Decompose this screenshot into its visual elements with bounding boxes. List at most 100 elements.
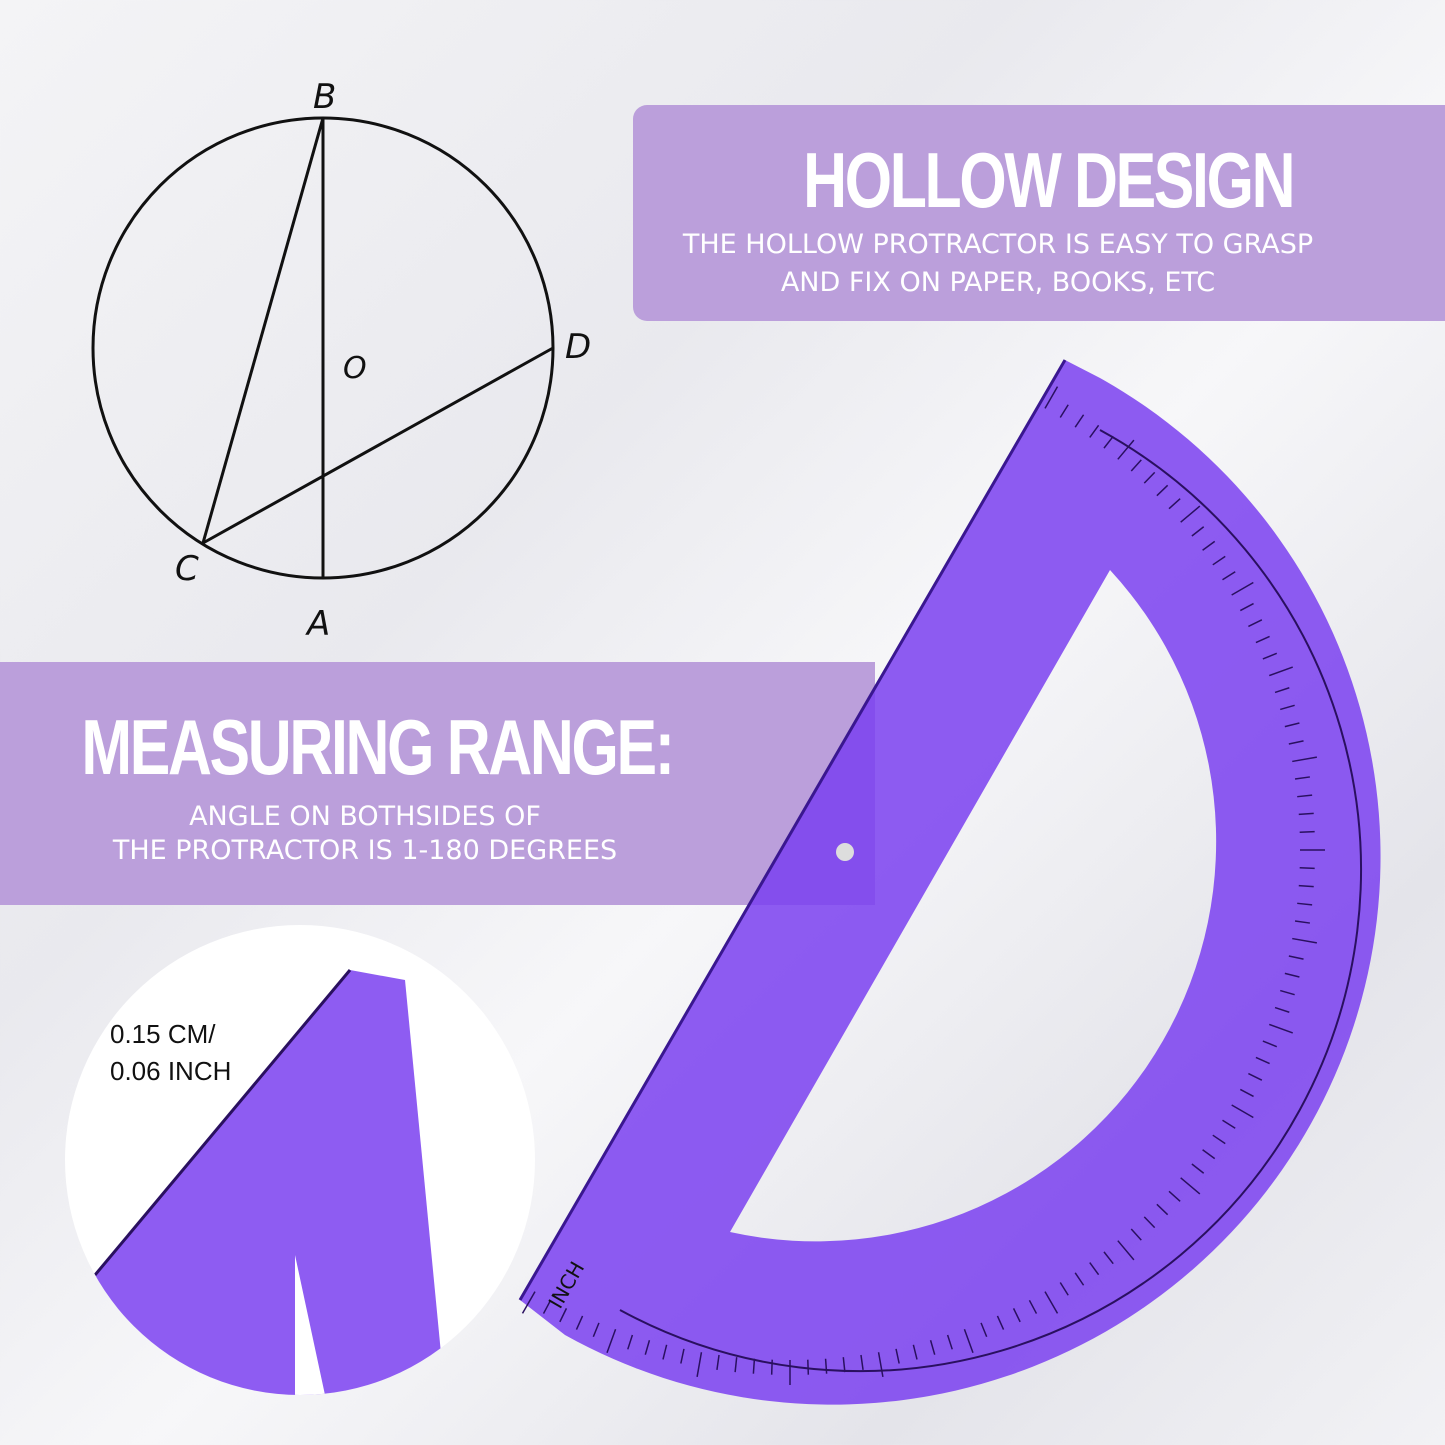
degree-tick xyxy=(1074,1272,1085,1286)
degree-tick xyxy=(1248,619,1263,628)
ruler-edge xyxy=(518,359,1067,1301)
degree-tick xyxy=(1191,526,1205,537)
degree-tick xyxy=(1089,1262,1100,1276)
degree-tick xyxy=(1028,1299,1038,1314)
degree-tick xyxy=(996,1315,1005,1330)
degree-tick xyxy=(752,1358,756,1374)
degree-tick xyxy=(770,1359,773,1375)
label-b: B xyxy=(313,77,336,117)
degree-tick xyxy=(1059,404,1069,418)
degree-tick xyxy=(824,1358,828,1374)
degree-tick xyxy=(1222,571,1236,581)
thickness-label: 0.15 CM/ 0.06 INCH xyxy=(110,1016,231,1090)
degree-tick xyxy=(963,1328,974,1353)
degree-tick xyxy=(542,1299,552,1314)
banner-title: HOLLOW DESIGN xyxy=(802,136,1295,224)
degree-tick xyxy=(1012,1308,1021,1323)
label-o: O xyxy=(343,351,367,386)
degree-tick xyxy=(1255,1056,1270,1065)
degree-tick xyxy=(1222,1119,1236,1129)
degree-tick xyxy=(1274,687,1290,694)
center-hole xyxy=(836,843,854,861)
degree-tick xyxy=(1268,1023,1293,1034)
degree-tick xyxy=(1117,439,1135,460)
degree-tick xyxy=(842,1357,846,1373)
degree-tick xyxy=(1180,505,1201,523)
degree-tick xyxy=(1212,1134,1226,1145)
banner-line-2: THE PROTRACTOR IS 1-180 DEGREES xyxy=(112,835,618,866)
measuring-range-banner: MEASURING RANGE: ANGLE ON BOTHSIDES OF T… xyxy=(0,662,875,905)
degree-tick xyxy=(1059,1282,1069,1296)
degree-tick xyxy=(1212,555,1226,566)
label-a: A xyxy=(305,604,330,644)
inset-protractor xyxy=(65,969,445,1395)
banner-line-2: AND FIX ON PAPER, BOOKS, ETC xyxy=(780,267,1216,298)
degree-tick xyxy=(1202,1149,1216,1160)
degree-tick xyxy=(1280,704,1295,711)
protractor-body xyxy=(520,360,1381,1405)
degree-tick xyxy=(1130,1228,1142,1241)
degree-tick xyxy=(860,1354,864,1370)
label-c: C xyxy=(175,549,199,589)
degree-tick xyxy=(1143,1216,1156,1229)
degree-tick xyxy=(1284,722,1300,728)
degree-tick xyxy=(1074,414,1085,428)
banner-line-1: ANGLE ON BOTHSIDES OF xyxy=(189,801,541,832)
degree-tick xyxy=(1292,756,1318,763)
degree-tick xyxy=(1298,812,1314,816)
degree-tick xyxy=(1288,955,1304,960)
degree-tick xyxy=(1248,1072,1263,1081)
degree-tick xyxy=(1117,1240,1135,1261)
degree-tick xyxy=(1156,484,1169,497)
degree-tick xyxy=(662,1344,668,1360)
degree-tick xyxy=(1191,1163,1205,1174)
degree-tick xyxy=(644,1340,651,1355)
degree-tick xyxy=(575,1315,584,1330)
degree-tick xyxy=(807,1359,810,1375)
degree-tick xyxy=(521,1291,536,1314)
degree-tick xyxy=(1299,830,1315,833)
degree-tick xyxy=(1268,666,1293,677)
degree-tick xyxy=(559,1308,568,1323)
degree-tick xyxy=(1089,424,1100,438)
degree-tick xyxy=(1298,884,1314,888)
degree-tick xyxy=(734,1357,738,1373)
degree-tick xyxy=(1297,794,1313,798)
degree-tick xyxy=(912,1344,918,1360)
diagram-line-bc xyxy=(201,117,325,544)
degree-tick xyxy=(1288,740,1304,745)
degree-ticks xyxy=(521,386,1325,1385)
degree-tick xyxy=(1202,540,1216,551)
degree-tick xyxy=(1297,902,1313,906)
degree-tick xyxy=(1255,635,1270,644)
degree-tick xyxy=(1168,498,1181,510)
degree-tick xyxy=(1180,1177,1201,1195)
degree-tick xyxy=(1143,471,1156,484)
degree-tick xyxy=(1262,652,1278,660)
degree-tick xyxy=(1280,989,1295,996)
degree-tick xyxy=(1299,867,1315,870)
degree-scale-line xyxy=(619,429,1363,1373)
degree-tick xyxy=(716,1354,720,1370)
banner-line-1: THE HOLLOW PROTRACTOR IS EASY TO GRASP xyxy=(682,229,1314,260)
degree-tick xyxy=(1284,972,1300,978)
degree-tick xyxy=(877,1352,884,1378)
degree-tick xyxy=(1274,1006,1290,1013)
diagram-line-cd xyxy=(202,346,554,545)
degree-tick xyxy=(1044,1291,1059,1314)
degree-tick xyxy=(680,1348,685,1364)
banner-subtext: ANGLE ON BOTHSIDES OF THE PROTRACTOR IS … xyxy=(110,800,620,868)
degree-tick xyxy=(980,1322,988,1338)
degree-tick xyxy=(1103,435,1114,449)
degree-tick xyxy=(929,1340,936,1355)
thickness-inset xyxy=(65,925,535,1395)
degree-tick xyxy=(1294,776,1310,780)
label-d: D xyxy=(565,327,591,367)
degree-tick xyxy=(606,1328,617,1353)
degree-tick xyxy=(592,1322,600,1338)
degree-tick xyxy=(1156,1203,1169,1216)
thickness-inch: 0.06 INCH xyxy=(110,1056,232,1086)
degree-tick xyxy=(1262,1040,1278,1048)
